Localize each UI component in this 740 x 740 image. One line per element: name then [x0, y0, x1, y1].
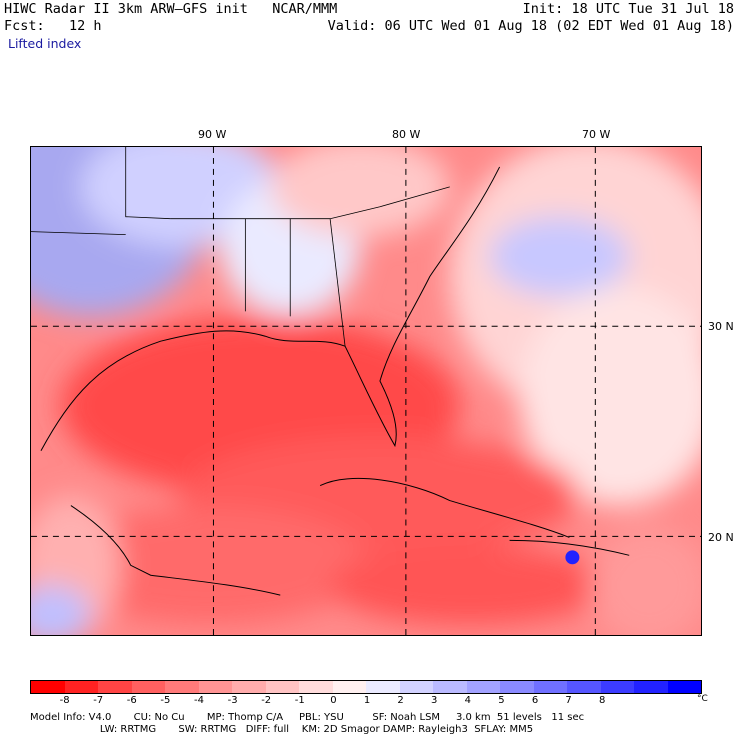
colorbar-tick-label: -2 — [261, 695, 272, 706]
lifted-index-map — [30, 146, 702, 636]
colorbar-swatch — [98, 681, 132, 693]
lat-label-30n: 30 N — [708, 320, 734, 333]
model-info-line1: Model Info: V4.0 CU: No Cu MP: Thomp C/A… — [30, 712, 585, 723]
colorbar-swatch — [399, 681, 433, 693]
lon-label-70w: 70 W — [582, 128, 611, 141]
colorbar-tick-label: -3 — [227, 695, 238, 706]
colorbar-ticks: -8 -7 -6 -5 -4 -3 -2 -1 0 1 2 3 4 5 6 7 8 — [30, 695, 702, 707]
model-title: HIWC Radar II 3km ARW–GFS init NCAR/MMM — [4, 1, 338, 17]
lat-label-20n: 20 N — [708, 531, 734, 544]
colorbar-swatch — [165, 681, 199, 693]
colorbar-tick-label: 6 — [531, 695, 539, 706]
colorbar-tick-label: -4 — [194, 695, 204, 706]
colorbar-tick-label: 5 — [498, 695, 505, 706]
colorbar-swatch — [64, 681, 98, 693]
colorbar-swatch — [634, 681, 668, 693]
field-shading — [31, 147, 701, 635]
model-info-line2: LW: RRTMG SW: RRTMG DIFF: full KM: 2D Sm… — [30, 724, 534, 735]
coastlines — [40, 166, 630, 596]
colorbar-swatch — [198, 681, 232, 693]
colorbar-tick-label: -6 — [126, 695, 137, 706]
colorbar-tick-label: 2 — [397, 695, 404, 706]
colorbar-tick-label: -8 — [59, 695, 70, 706]
colorbar-tick-label: 4 — [464, 695, 471, 706]
colorbar-tick-label: -1 — [294, 695, 305, 706]
colorbar-tick-label: -5 — [160, 695, 171, 706]
blue-anomaly — [565, 550, 580, 565]
forecast-hour: Fcst: 12 h — [4, 18, 102, 34]
field-name: Lifted index — [8, 36, 82, 51]
graticule — [31, 147, 701, 635]
colorbar-tick-label: 8 — [599, 695, 606, 706]
colorbar-swatch — [567, 681, 601, 693]
colorbar-swatch — [31, 681, 65, 693]
colorbar-swatch — [366, 681, 400, 693]
state-borders — [31, 147, 450, 347]
colorbar-tick-label: 7 — [565, 695, 572, 706]
colorbar-swatch — [332, 681, 366, 693]
colorbar-tick-label: 1 — [363, 695, 371, 706]
valid-time: Valid: 06 UTC Wed 01 Aug 18 (02 EDT Wed … — [327, 18, 734, 34]
colorbar-swatch — [600, 681, 634, 693]
colorbar-swatch — [500, 681, 534, 693]
init-time: Init: 18 UTC Tue 31 Jul 18 — [522, 1, 734, 17]
colorbar-swatch — [131, 681, 165, 693]
lon-label-80w: 80 W — [392, 128, 421, 141]
colorbar-tick-label: -7 — [93, 695, 104, 706]
colorbar-swatch — [299, 681, 333, 693]
colorbar-unit: °C — [697, 694, 708, 704]
colorbar-swatch — [232, 681, 266, 693]
colorbar-swatch — [667, 681, 701, 693]
colorbar — [30, 680, 702, 694]
colorbar-swatch — [433, 681, 467, 693]
colorbar-tick-label: 3 — [431, 695, 438, 706]
colorbar-swatch — [533, 681, 567, 693]
colorbar-tick-label: 0 — [330, 695, 337, 706]
colorbar-swatch — [466, 681, 500, 693]
colorbar-swatch — [265, 681, 299, 693]
lon-label-90w: 90 W — [198, 128, 227, 141]
